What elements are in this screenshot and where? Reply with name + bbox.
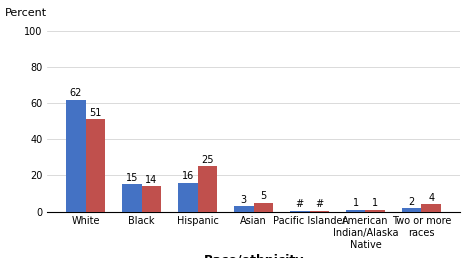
Text: #: #: [315, 199, 323, 209]
Text: 62: 62: [70, 88, 82, 98]
Bar: [254, 203, 273, 212]
Text: 51: 51: [89, 108, 102, 118]
Text: 4: 4: [428, 193, 434, 203]
Bar: [142, 186, 161, 212]
Text: 5: 5: [260, 191, 266, 201]
Bar: [122, 184, 142, 212]
Bar: [178, 183, 198, 212]
Text: Percent: Percent: [5, 8, 47, 18]
Text: 15: 15: [126, 173, 138, 183]
Bar: [198, 166, 217, 212]
Bar: [365, 210, 385, 212]
Bar: [66, 100, 86, 212]
Bar: [234, 206, 254, 212]
Text: 25: 25: [201, 155, 214, 165]
X-axis label: Race/ethnicity: Race/ethnicity: [203, 254, 304, 258]
Text: 1: 1: [372, 198, 378, 208]
Bar: [86, 119, 105, 212]
Text: 14: 14: [146, 175, 157, 185]
Bar: [310, 211, 329, 212]
Text: #: #: [296, 199, 304, 209]
Text: 16: 16: [182, 171, 194, 181]
Text: 2: 2: [409, 197, 415, 206]
Bar: [346, 210, 365, 212]
Text: 1: 1: [353, 198, 359, 208]
Bar: [402, 208, 421, 212]
Bar: [290, 211, 310, 212]
Bar: [421, 204, 441, 212]
Text: 3: 3: [241, 195, 247, 205]
